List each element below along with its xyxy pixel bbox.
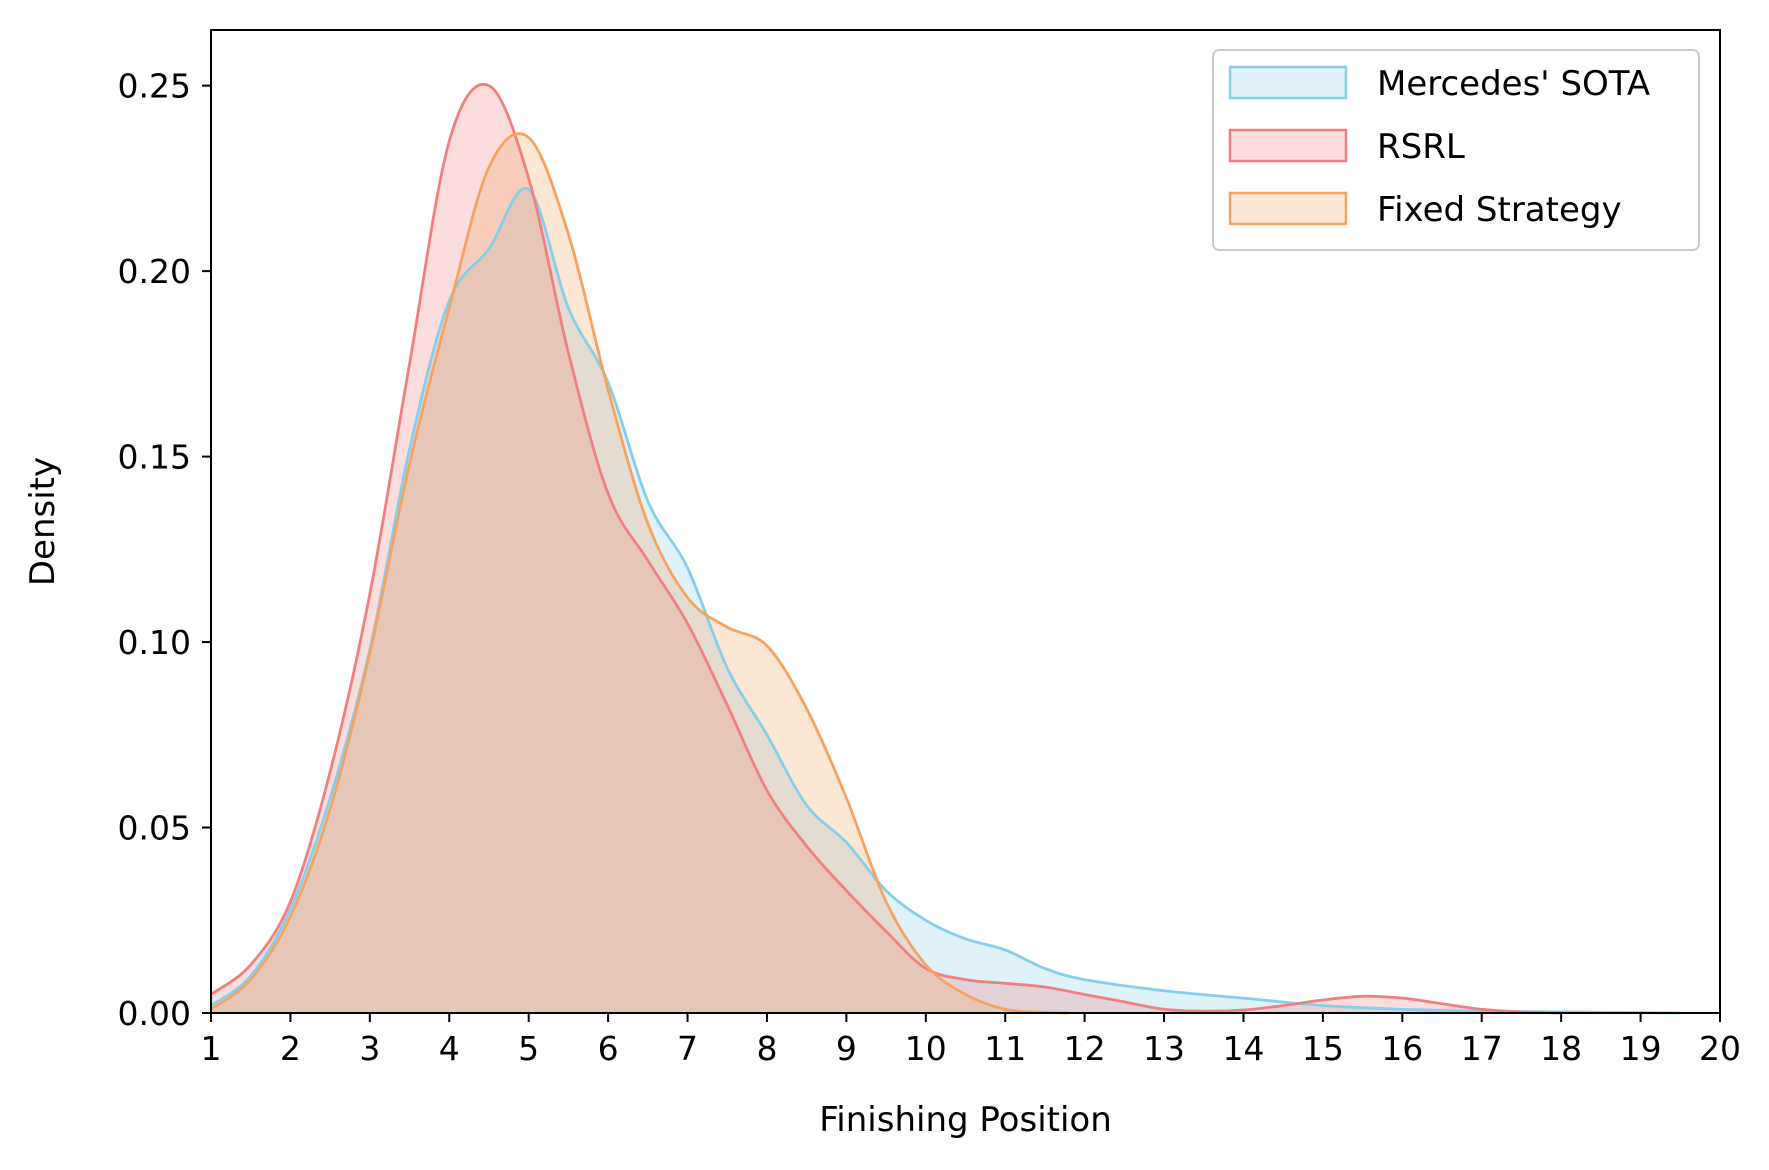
legend: Mercedes' SOTA RSRL Fixed Strategy	[1212, 49, 1700, 251]
x-axis: 1 2 3 4 5 6 7 8 9 10 11 12 13 14 15 16 17 18 19 20	[201, 1013, 1741, 1068]
series-layer	[210, 83, 1681, 1015]
legend-label: RSRL	[1377, 127, 1465, 167]
legend-box	[1212, 49, 1700, 251]
x-tick-label: 1	[201, 1029, 222, 1068]
y-tick-label: 0.25	[118, 67, 191, 106]
series-line-2	[210, 132, 1069, 1015]
legend-label: Mercedes' SOTA	[1377, 64, 1650, 104]
series-area-2	[211, 133, 1069, 1014]
y-tick-label: 0.10	[118, 623, 191, 662]
x-tick-label: 6	[598, 1029, 619, 1068]
x-tick-label: 13	[1143, 1029, 1185, 1068]
legend-swatch	[1228, 65, 1348, 100]
x-tick-label: 14	[1222, 1029, 1264, 1068]
x-tick-label: 16	[1381, 1029, 1423, 1068]
x-tick-label: 15	[1302, 1029, 1344, 1068]
x-tick-label: 17	[1461, 1029, 1503, 1068]
x-tick-label: 3	[359, 1029, 380, 1068]
legend-swatch	[1228, 191, 1348, 226]
x-tick-label: 11	[984, 1029, 1026, 1068]
legend-swatch	[1228, 128, 1348, 163]
y-tick-label: 0.00	[118, 994, 191, 1033]
x-tick-label: 7	[677, 1029, 698, 1068]
x-tick-label: 18	[1540, 1029, 1582, 1068]
x-tick-label: 5	[518, 1029, 539, 1068]
y-axis-title: Density	[23, 457, 63, 586]
series-line-1	[210, 83, 1562, 1015]
y-tick-label: 0.05	[118, 809, 191, 848]
x-tick-label: 2	[280, 1029, 301, 1068]
series-area-1	[211, 84, 1562, 1014]
x-tick-label: 4	[439, 1029, 460, 1068]
x-tick-label: 9	[836, 1029, 857, 1068]
y-tick-label: 0.15	[118, 438, 191, 477]
x-tick-label: 12	[1064, 1029, 1106, 1068]
x-tick-label: 19	[1620, 1029, 1662, 1068]
x-tick-label: 8	[756, 1029, 777, 1068]
y-axis: 0.00 0.05 0.10 0.15 0.20 0.25	[118, 67, 211, 1033]
x-tick-label: 10	[905, 1029, 947, 1068]
y-tick-label: 0.20	[118, 252, 191, 291]
plot-frame	[210, 29, 1721, 1014]
legend-label: Fixed Strategy	[1377, 190, 1622, 230]
x-tick-label: 20	[1699, 1029, 1741, 1068]
x-axis-title: Finishing Position	[819, 1100, 1112, 1140]
